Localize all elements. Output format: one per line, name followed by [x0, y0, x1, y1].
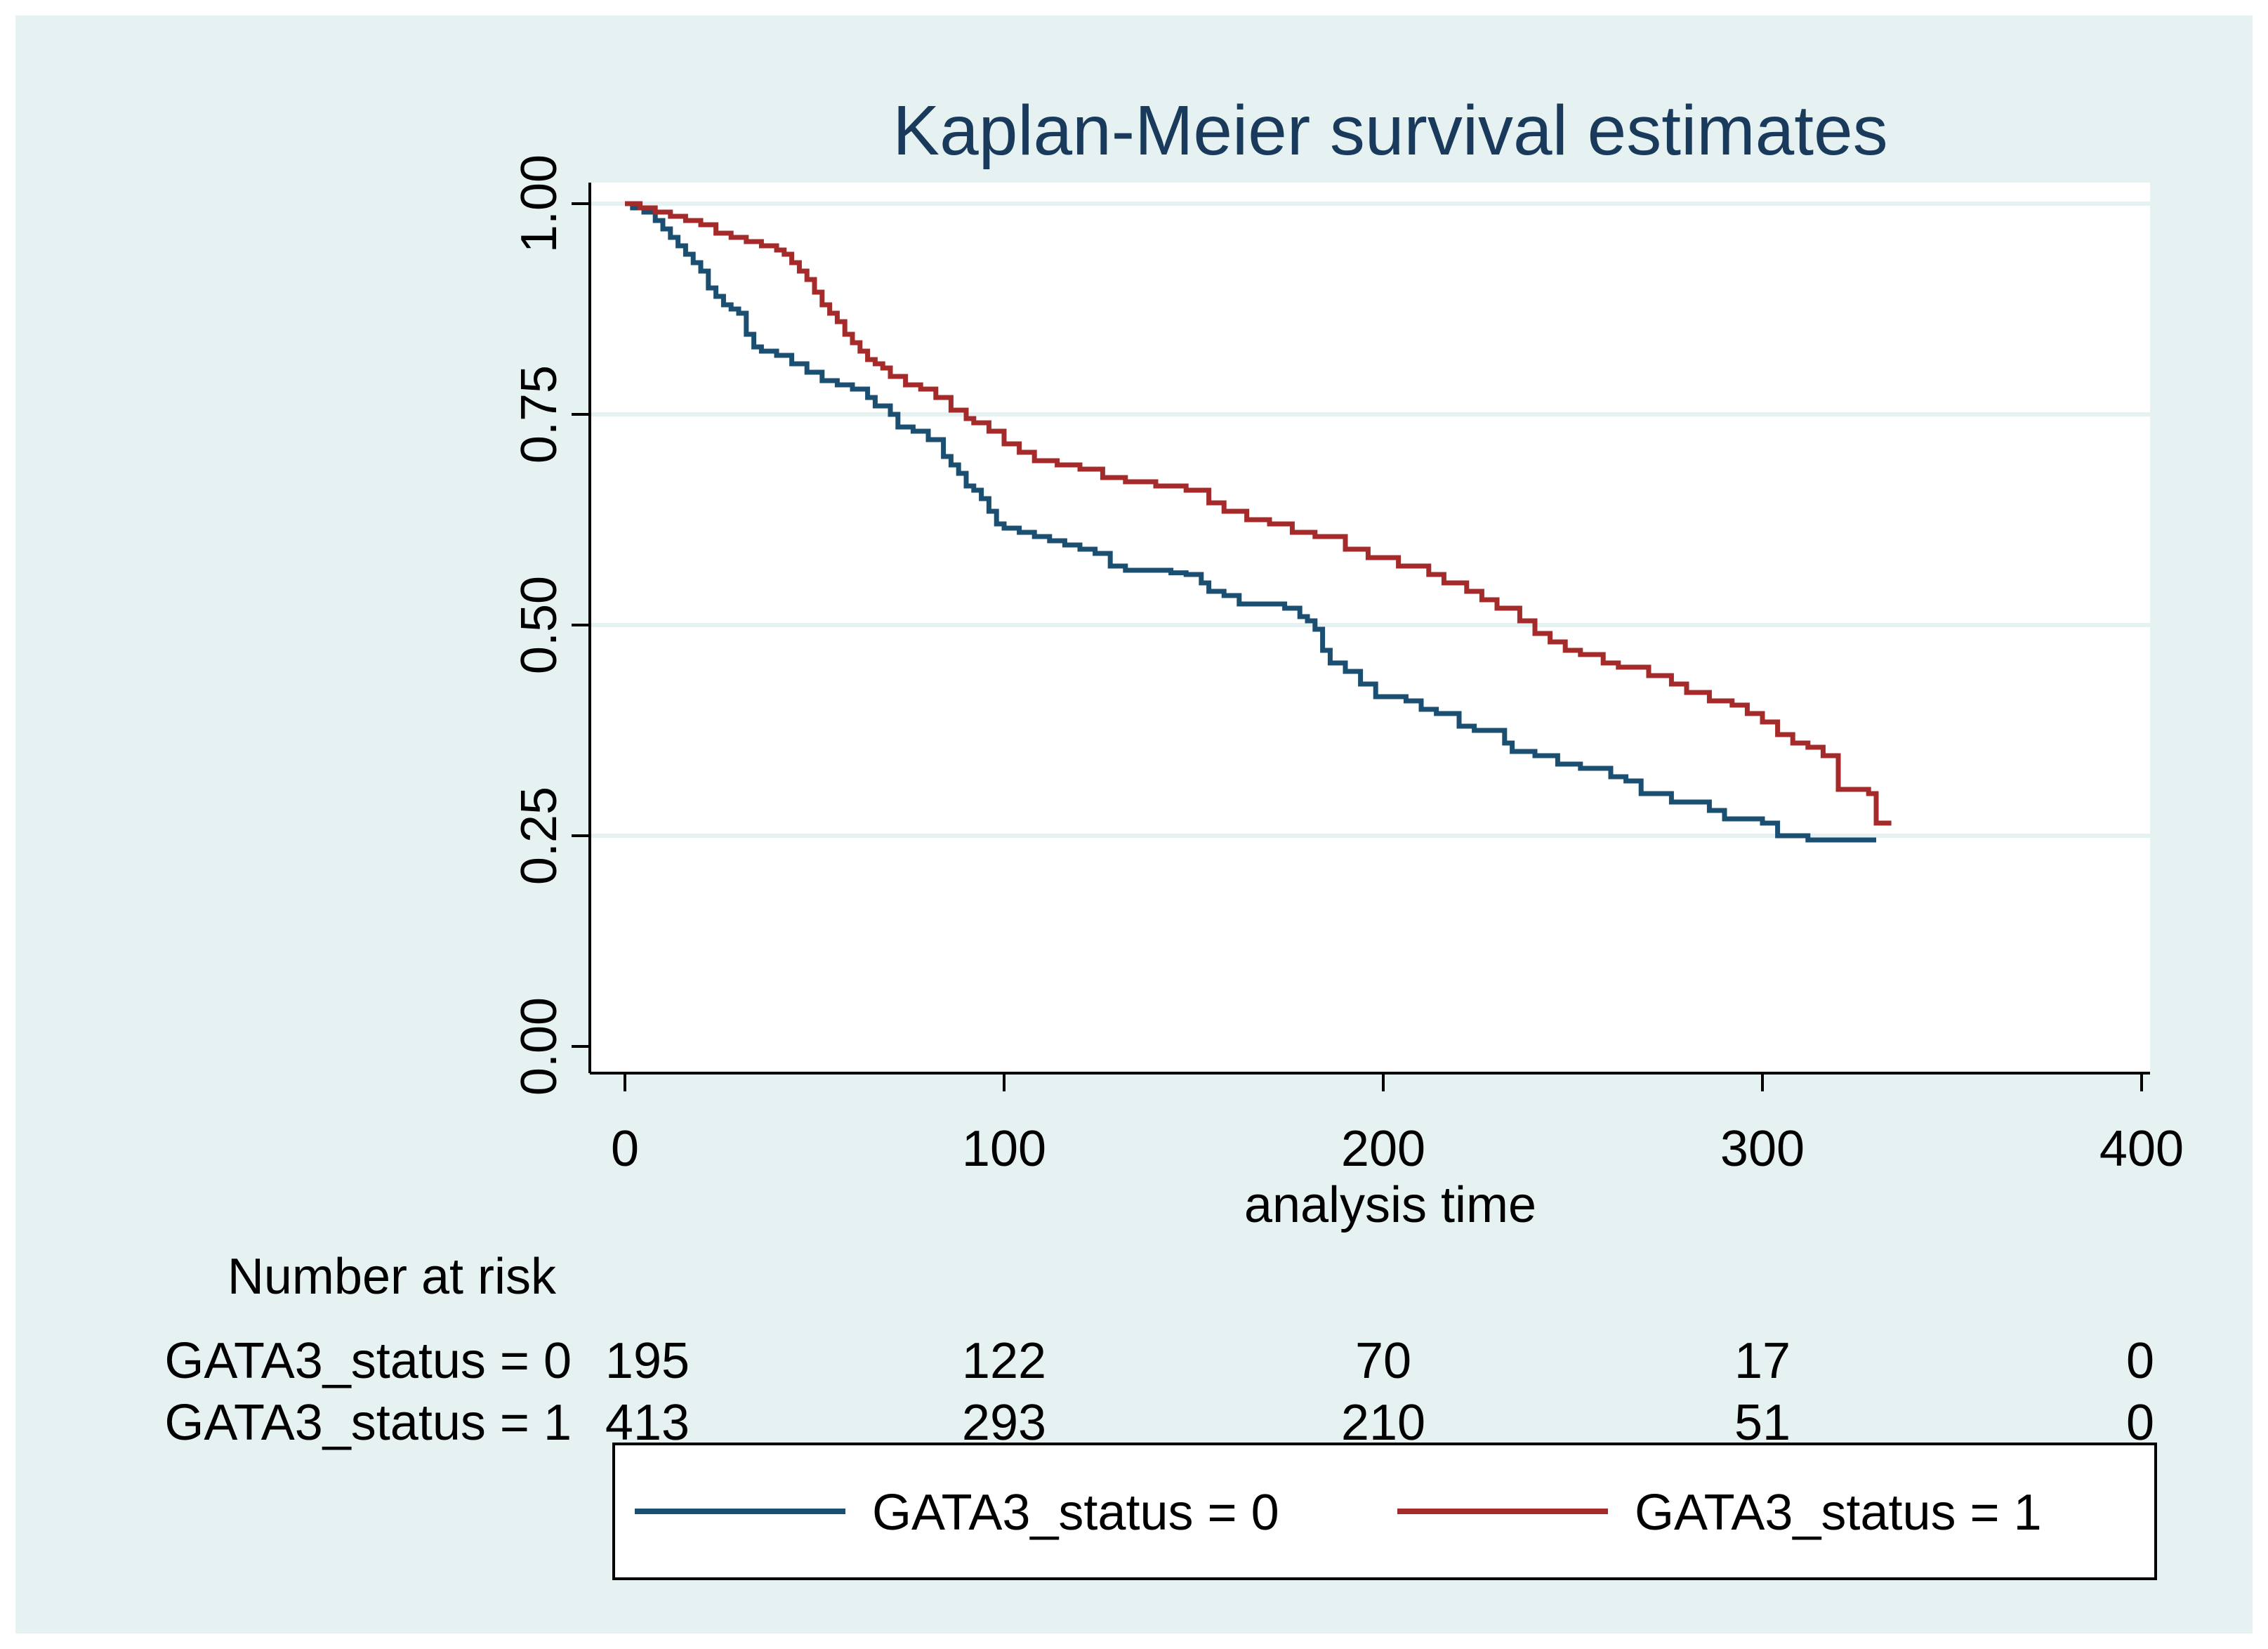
risk-count-1-3: 51: [1734, 1395, 1791, 1451]
legend-box: [612, 1443, 2157, 1580]
risk-count-1-2: 210: [1341, 1395, 1425, 1451]
y-axis-ticks: 0.00 0.25 0.50 0.75 1.00: [511, 155, 590, 1096]
series-line-1: [625, 201, 1892, 826]
y-tick-label-2: 0.50: [511, 576, 567, 674]
x-tick-label-4: 400: [2099, 1121, 2184, 1177]
legend-label-series0: GATA3_status = 0: [872, 1485, 1279, 1541]
km-chart: Kaplan-Meier survival estimates 0.00 0.25…: [164, 91, 2184, 1580]
x-tick-label-0: 0: [611, 1121, 639, 1177]
series-line-0: [625, 201, 1876, 843]
risk-row-label-0: GATA3_status = 0: [164, 1333, 572, 1389]
risk-count-1-1: 293: [962, 1395, 1046, 1451]
survival-curves: [625, 201, 1892, 843]
chart-title: Kaplan-Meier survival estimates: [892, 91, 1887, 170]
risk-count-0-3: 17: [1734, 1333, 1791, 1389]
y-tick-label-0: 0.00: [511, 997, 567, 1096]
x-tick-label-3: 300: [1720, 1121, 1805, 1177]
x-axis-ticks: 0 100 200 300 400: [611, 1073, 2184, 1177]
x-tick-label-1: 100: [962, 1121, 1046, 1177]
chart-frame: Kaplan-Meier survival estimates 0.00 0.25…: [15, 15, 2253, 1634]
plot-area: [590, 183, 2150, 1073]
risk-count-0-1: 122: [962, 1333, 1046, 1389]
x-axis-label: analysis time: [1244, 1177, 1536, 1233]
y-tick-label-4: 1.00: [511, 155, 567, 253]
risk-count-0-2: 70: [1355, 1333, 1411, 1389]
y-tick-label-3: 0.75: [511, 365, 567, 464]
gridlines: [590, 202, 2150, 838]
risk-count-1-0: 413: [605, 1395, 690, 1451]
risk-count-0-4: 0: [2126, 1333, 2154, 1389]
x-tick-label-2: 200: [1341, 1121, 1425, 1177]
risk-count-0-0: 195: [605, 1333, 690, 1389]
risk-table-header: Number at risk: [228, 1249, 557, 1305]
y-tick-label-1: 0.25: [511, 787, 567, 885]
legend-label-series1: GATA3_status = 1: [1635, 1485, 2042, 1541]
risk-row-label-1: GATA3_status = 1: [164, 1395, 572, 1451]
risk-count-1-4: 0: [2126, 1395, 2154, 1451]
risk-table: GATA3_status = 0 195 122 70 17 0 GATA3_status …: [164, 1333, 2154, 1451]
